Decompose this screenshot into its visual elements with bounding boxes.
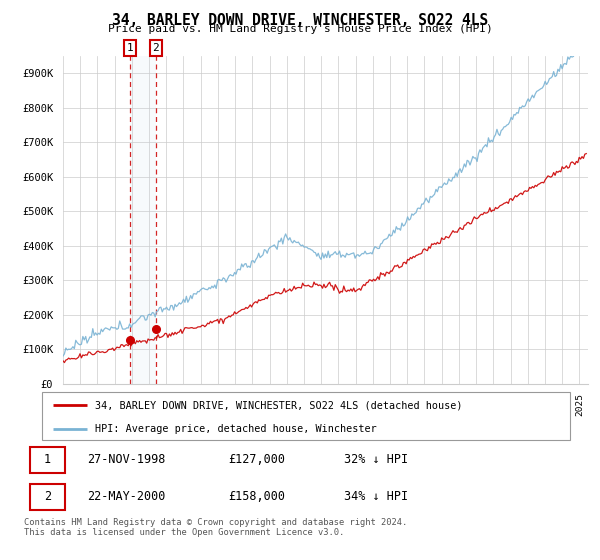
Text: 34, BARLEY DOWN DRIVE, WINCHESTER, SO22 4LS (detached house): 34, BARLEY DOWN DRIVE, WINCHESTER, SO22 … [95, 400, 463, 410]
Text: Contains HM Land Registry data © Crown copyright and database right 2024.
This d: Contains HM Land Registry data © Crown c… [24, 518, 407, 538]
Text: 22-MAY-2000: 22-MAY-2000 [88, 490, 166, 503]
FancyBboxPatch shape [29, 484, 65, 510]
Text: Price paid vs. HM Land Registry's House Price Index (HPI): Price paid vs. HM Land Registry's House … [107, 24, 493, 34]
Bar [130, 56, 156, 384]
Text: 1: 1 [44, 453, 51, 466]
Text: 2: 2 [44, 490, 51, 503]
FancyBboxPatch shape [42, 392, 570, 440]
Text: 1: 1 [127, 43, 134, 53]
Text: HPI: Average price, detached house, Winchester: HPI: Average price, detached house, Winc… [95, 424, 377, 434]
Text: 2: 2 [152, 43, 159, 53]
Text: 27-NOV-1998: 27-NOV-1998 [88, 453, 166, 466]
FancyBboxPatch shape [29, 447, 65, 473]
Text: 32% ↓ HPI: 32% ↓ HPI [344, 453, 408, 466]
Text: 34, BARLEY DOWN DRIVE, WINCHESTER, SO22 4LS: 34, BARLEY DOWN DRIVE, WINCHESTER, SO22 … [112, 13, 488, 28]
Text: £127,000: £127,000 [228, 453, 285, 466]
Text: 34% ↓ HPI: 34% ↓ HPI [344, 490, 408, 503]
Text: £158,000: £158,000 [228, 490, 285, 503]
